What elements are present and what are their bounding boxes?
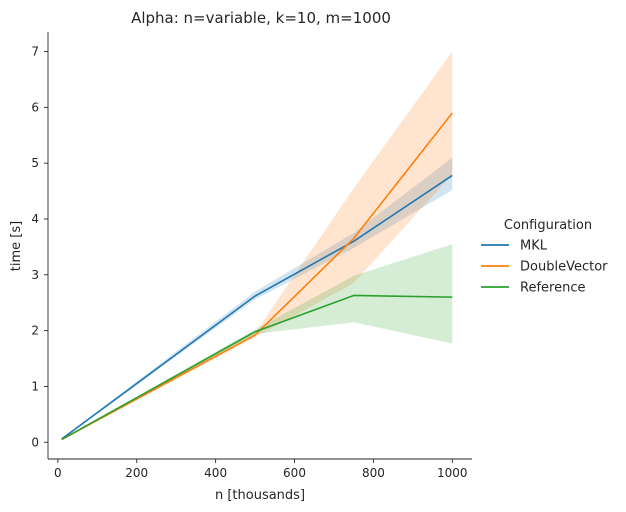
legend-title: Configuration: [504, 218, 592, 233]
y-axis-label: time [s]: [9, 221, 24, 271]
y-tick-label: 5: [31, 156, 39, 170]
ci-band-doublevector: [61, 51, 453, 441]
ci-band-reference: [61, 244, 453, 441]
legend: Configuration MKL DoubleVector Reference: [481, 218, 608, 296]
x-tick-label: 800: [362, 466, 385, 480]
series-line-mkl: [61, 174, 453, 440]
x-tick-label: 0: [54, 466, 62, 480]
legend-label-reference: Reference: [520, 281, 585, 296]
y-tick-label: 2: [31, 324, 39, 338]
legend-label-doublevector: DoubleVector: [520, 260, 608, 275]
series-line-doublevector: [61, 112, 453, 441]
confidence-bands: [61, 51, 453, 441]
x-tick-label: 1000: [437, 466, 468, 480]
y-tick-label: 7: [31, 45, 39, 59]
x-axis-label: n [thousands]: [215, 488, 305, 503]
x-tick-label: 200: [125, 466, 148, 480]
axes: 0 200 400 600 800 1000 0 1 2 3 4 5 6 7: [31, 32, 472, 480]
y-tick-label: 4: [31, 212, 39, 226]
series-lines: [61, 112, 453, 441]
x-tick-label: 600: [283, 466, 306, 480]
y-tick-label: 3: [31, 268, 39, 282]
legend-label-mkl: MKL: [520, 239, 548, 254]
series-line-reference: [61, 294, 453, 441]
y-tick-label: 1: [31, 379, 39, 393]
y-tick-label: 6: [31, 100, 39, 114]
x-tick-label: 400: [204, 466, 227, 480]
chart-title: Alpha: n=variable, k=10, m=1000: [131, 9, 391, 27]
y-tick-label: 0: [31, 435, 39, 449]
